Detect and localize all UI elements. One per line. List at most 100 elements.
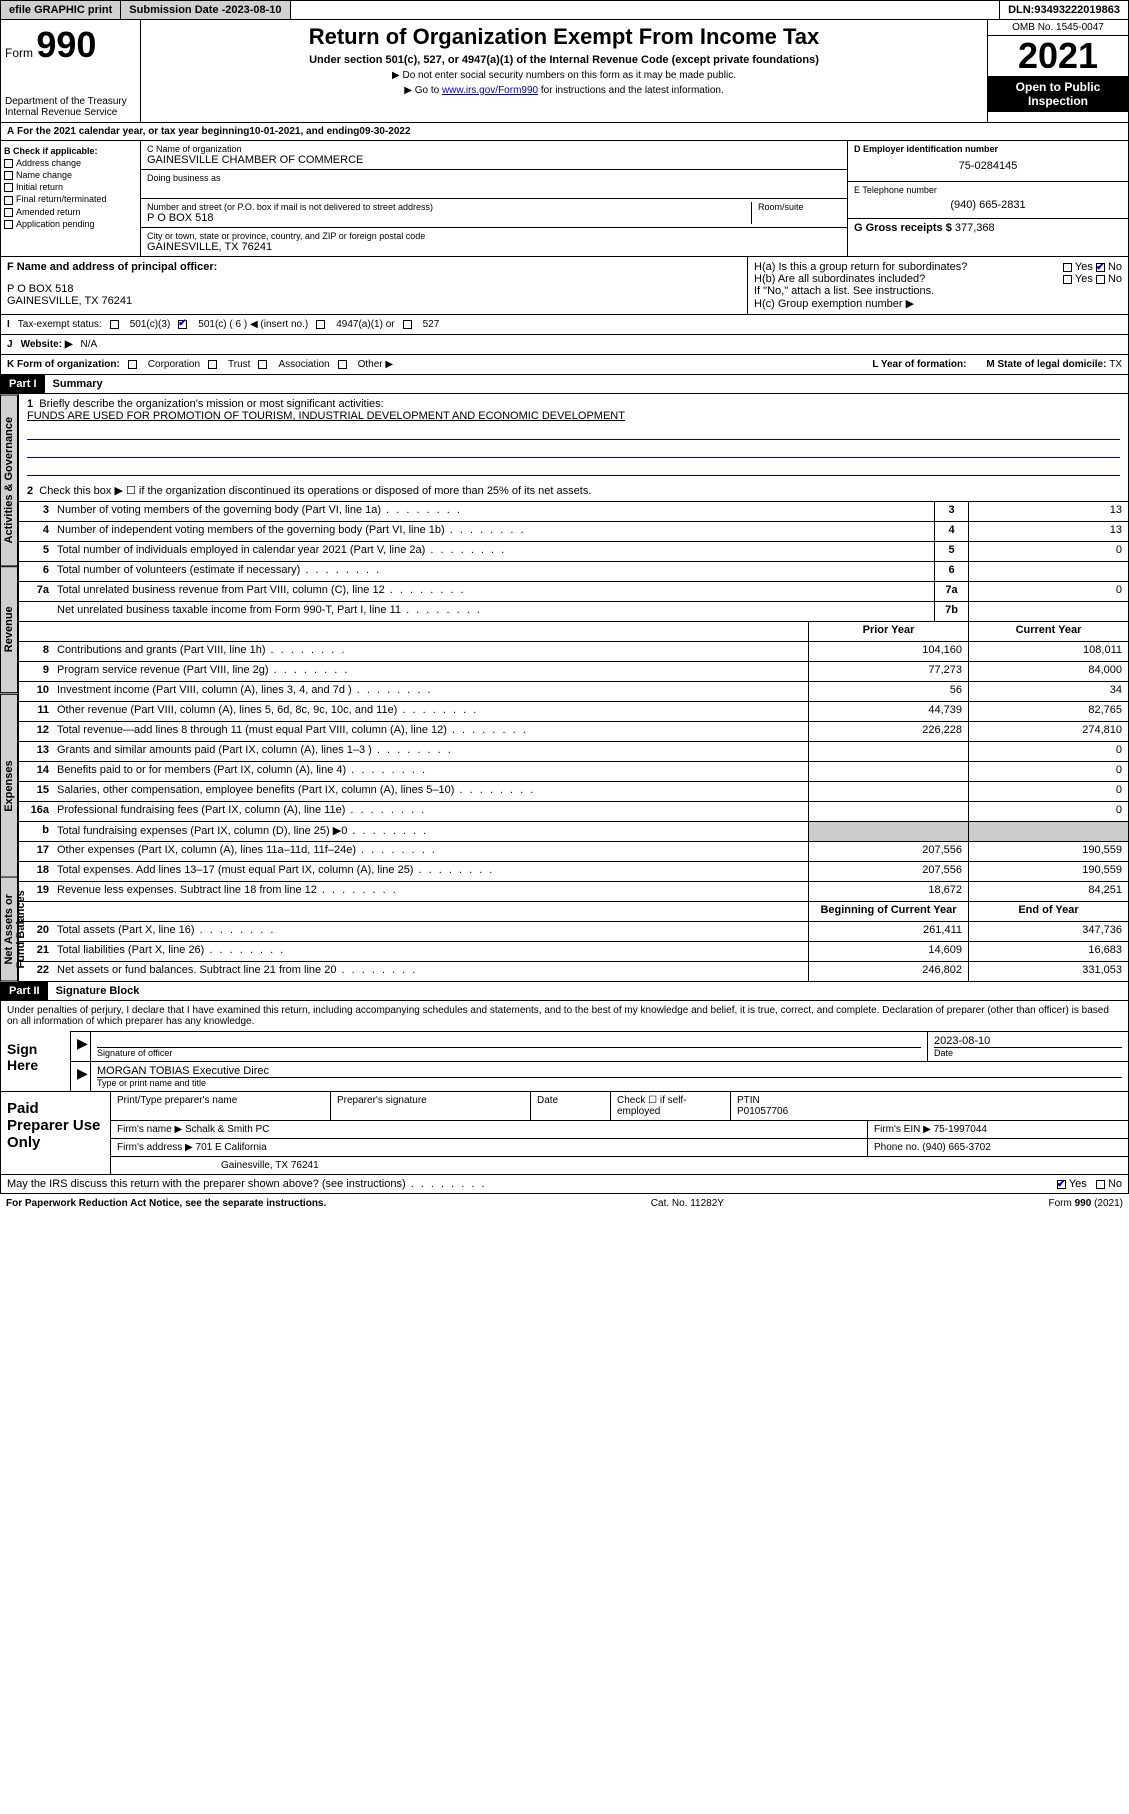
type-name-label: Type or print name and title: [97, 1077, 1122, 1088]
chk-ha-no[interactable]: [1096, 263, 1105, 272]
opt-corp: Corporation: [148, 359, 200, 370]
phone-value: (940) 665-2831: [854, 195, 1122, 215]
chk-corp[interactable]: [128, 360, 137, 369]
chk-ha-yes[interactable]: [1063, 263, 1072, 272]
discuss-yes: Yes: [1069, 1178, 1087, 1190]
line2-label: Check this box ▶ ☐ if the organization d…: [39, 485, 591, 497]
table-row: 6 Total number of volunteers (estimate i…: [18, 562, 1129, 582]
form-prefix: Form: [5, 46, 33, 60]
domicile-label: M State of legal domicile:: [986, 359, 1109, 370]
table-row: 3 Number of voting members of the govern…: [18, 502, 1129, 522]
irs-link[interactable]: www.irs.gov/Form990: [442, 85, 538, 96]
chk-527[interactable]: [403, 320, 412, 329]
org-name-label: C Name of organization: [147, 144, 841, 154]
col-f: F Name and address of principal officer:…: [1, 257, 748, 314]
chk-other[interactable]: [338, 360, 347, 369]
chk-hb-yes[interactable]: [1063, 275, 1072, 284]
chk-501c[interactable]: [178, 320, 187, 329]
ptin-value: P01057706: [737, 1106, 1122, 1117]
firm-city: Gainesville, TX 76241: [111, 1157, 1128, 1174]
chk-discuss-yes[interactable]: [1057, 1180, 1066, 1189]
chk-final[interactable]: [4, 196, 13, 205]
opt-assoc: Association: [278, 359, 329, 370]
submission-date: Submission Date - 2023-08-10: [121, 1, 290, 19]
chk-pending[interactable]: [4, 220, 13, 229]
chk-hb-no[interactable]: [1096, 275, 1105, 284]
col-h: H(a) Is this a group return for subordin…: [748, 257, 1128, 314]
goto-note: ▶ Go to www.irs.gov/Form990 for instruct…: [145, 85, 983, 96]
chk-discuss-no[interactable]: [1096, 1180, 1105, 1189]
top-bar: efile GRAPHIC print Submission Date - 20…: [0, 0, 1129, 20]
arrow-icon: ▶: [77, 1065, 88, 1081]
sig-officer-label: Signature of officer: [97, 1047, 921, 1058]
table-row: 20 Total assets (Part X, line 16) 261,41…: [18, 922, 1129, 942]
firm-ein: 75-1997044: [934, 1124, 987, 1135]
table-row: b Total fundraising expenses (Part IX, c…: [18, 822, 1129, 842]
part1-header: Part I Summary: [0, 375, 1129, 394]
tab-revenue: Revenue: [0, 566, 18, 693]
part2-title: Signature Block: [48, 982, 148, 1000]
ha-yes: Yes: [1075, 261, 1093, 273]
chk-amended[interactable]: [4, 208, 13, 217]
form-org-label: K Form of organization:: [7, 359, 120, 370]
table-row: 8 Contributions and grants (Part VIII, l…: [18, 642, 1129, 662]
opt-pending: Application pending: [16, 219, 95, 229]
dln-label: DLN:: [1008, 4, 1034, 16]
page-footer: For Paperwork Reduction Act Notice, see …: [0, 1194, 1129, 1213]
paid-preparer-label: Paid Preparer Use Only: [1, 1092, 111, 1174]
discuss-no: No: [1108, 1178, 1122, 1190]
dln: DLN: 93493222019863: [1000, 1, 1128, 19]
tab-expenses: Expenses: [0, 694, 18, 878]
chk-address[interactable]: [4, 159, 13, 168]
section-bcd: B Check if applicable: Address change Na…: [0, 141, 1129, 257]
h-a: H(a) Is this a group return for subordin…: [754, 261, 967, 273]
sign-here-label: Sign Here: [1, 1031, 71, 1091]
chk-501c3[interactable]: [110, 320, 119, 329]
hdr-current-year: Current Year: [968, 622, 1128, 641]
hb-no: No: [1108, 273, 1122, 285]
org-name: GAINESVILLE CHAMBER OF COMMERCE: [147, 154, 841, 166]
submission-date-value: 2023-08-10: [225, 4, 281, 16]
arrow-icon: ▶: [77, 1035, 88, 1051]
chk-initial[interactable]: [4, 183, 13, 192]
chk-4947[interactable]: [316, 320, 325, 329]
row-i: I Tax-exempt status: 501(c)(3) 501(c) ( …: [0, 315, 1129, 335]
chk-trust[interactable]: [208, 360, 217, 369]
table-row: 5 Total number of individuals employed i…: [18, 542, 1129, 562]
website-label: Website: ▶: [21, 339, 73, 350]
perjury-declaration: Under penalties of perjury, I declare th…: [1, 1001, 1128, 1031]
h-c: H(c) Group exemption number ▶: [754, 297, 1122, 310]
table-row: 4 Number of independent voting members o…: [18, 522, 1129, 542]
opt-other: Other ▶: [358, 359, 393, 370]
tab-net-assets: Net Assets or Fund Balances: [0, 877, 18, 982]
firm-addr-label: Firm's address ▶: [117, 1142, 196, 1153]
year-formation-label: L Year of formation:: [872, 359, 966, 370]
table-row: 7a Total unrelated business revenue from…: [18, 582, 1129, 602]
header-right: OMB No. 1545-0047 2021 Open to Public In…: [988, 20, 1128, 122]
dept-treasury: Department of the Treasury: [5, 96, 136, 107]
col-header-net: Beginning of Current Year End of Year: [18, 902, 1129, 922]
footer-form-pre: Form: [1049, 1198, 1075, 1209]
firm-phone-label: Phone no.: [874, 1142, 922, 1153]
opt-trust: Trust: [228, 359, 250, 370]
firm-name-label: Firm's name ▶: [117, 1124, 185, 1135]
efile-print-button[interactable]: efile GRAPHIC print: [1, 1, 121, 19]
firm-addr: 701 E California: [196, 1142, 267, 1153]
dln-value: 93493222019863: [1034, 4, 1120, 16]
line-a: A For the 2021 calendar year, or tax yea…: [0, 123, 1129, 141]
table-row: 10 Investment income (Part VIII, column …: [18, 682, 1129, 702]
header-mid: Return of Organization Exempt From Incom…: [141, 20, 988, 122]
opt-501c3: 501(c)(3): [130, 319, 171, 330]
opt-address-change: Address change: [16, 158, 81, 168]
footer-form-no: 990: [1075, 1198, 1092, 1209]
chk-name[interactable]: [4, 171, 13, 180]
officer-addr1: P O BOX 518: [7, 283, 741, 295]
city-label: City or town, state or province, country…: [147, 231, 841, 241]
table-row: Net unrelated business taxable income fr…: [18, 602, 1129, 622]
opt-527: 527: [423, 319, 440, 330]
table-row: 11 Other revenue (Part VIII, column (A),…: [18, 702, 1129, 722]
part1-grid: Activities & Governance Revenue Expenses…: [0, 394, 1129, 982]
prep-name-label: Print/Type preparer's name: [111, 1092, 331, 1120]
chk-assoc[interactable]: [258, 360, 267, 369]
opt-amended: Amended return: [16, 207, 81, 217]
